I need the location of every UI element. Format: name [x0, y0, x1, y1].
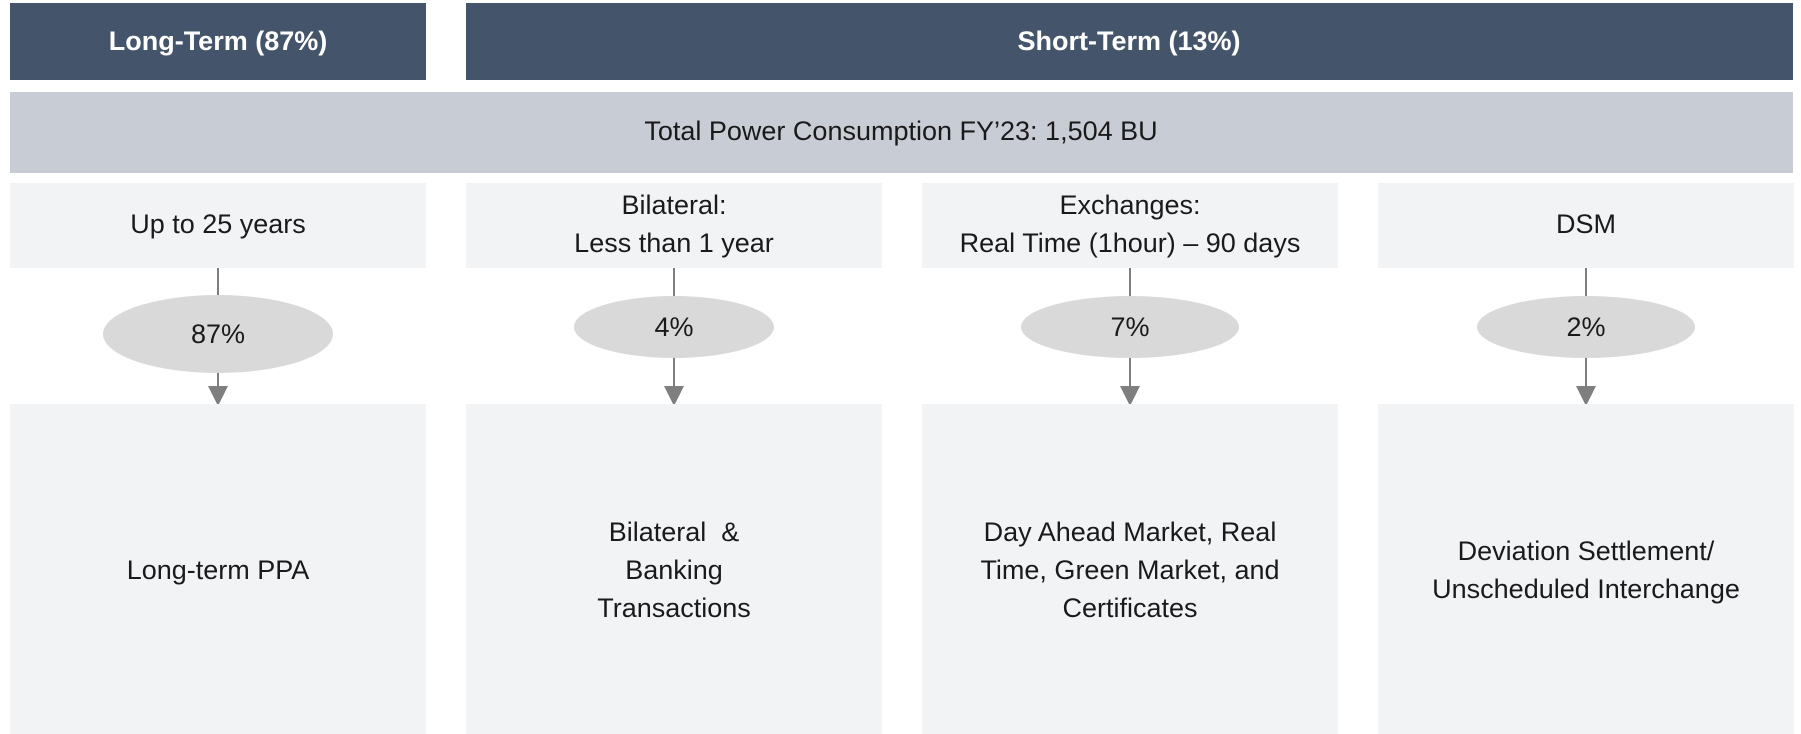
share-ellipse	[1021, 296, 1239, 358]
period-text: Real Time (1hour) – 90 days	[960, 228, 1301, 258]
description-text: Long-term PPA	[127, 555, 310, 585]
description-text: Day Ahead Market, Real	[984, 517, 1277, 547]
description-text: Unscheduled Interchange	[1432, 574, 1740, 604]
share-text: 7%	[1110, 312, 1149, 342]
description-text: Banking	[625, 555, 723, 585]
period-text: Up to 25 years	[130, 209, 306, 239]
period-text: Exchanges:	[1059, 190, 1200, 220]
total-text: Total Power Consumption FY’23: 1,504 BU	[644, 116, 1157, 146]
period-text: Bilateral:	[621, 190, 726, 220]
share-text: 4%	[654, 312, 693, 342]
long-term-header	[10, 3, 426, 80]
total-band	[10, 92, 1793, 173]
share-ellipse	[574, 296, 774, 358]
description-text: Bilateral &	[609, 517, 740, 547]
description-text: Deviation Settlement/	[1458, 536, 1715, 566]
period-box	[10, 183, 426, 268]
period-text: Less than 1 year	[574, 228, 774, 258]
description-box	[922, 404, 1338, 734]
description-text: Time, Green Market, and	[980, 555, 1279, 585]
short-term-header	[466, 3, 1793, 80]
share-ellipse	[103, 295, 333, 373]
long-term-title: Long-Term (87%)	[109, 26, 328, 56]
period-box	[466, 183, 882, 268]
description-box	[466, 404, 882, 734]
short-term-title: Short-Term (13%)	[1017, 26, 1240, 56]
period-box	[1378, 183, 1794, 268]
share-text: 87%	[191, 319, 245, 349]
description-text: Certificates	[1062, 593, 1197, 623]
period-box	[922, 183, 1338, 268]
description-box	[1378, 404, 1794, 734]
share-ellipse	[1477, 296, 1695, 358]
period-text: DSM	[1556, 209, 1616, 239]
description-box	[10, 404, 426, 734]
share-text: 2%	[1566, 312, 1605, 342]
description-text: Transactions	[597, 593, 751, 623]
